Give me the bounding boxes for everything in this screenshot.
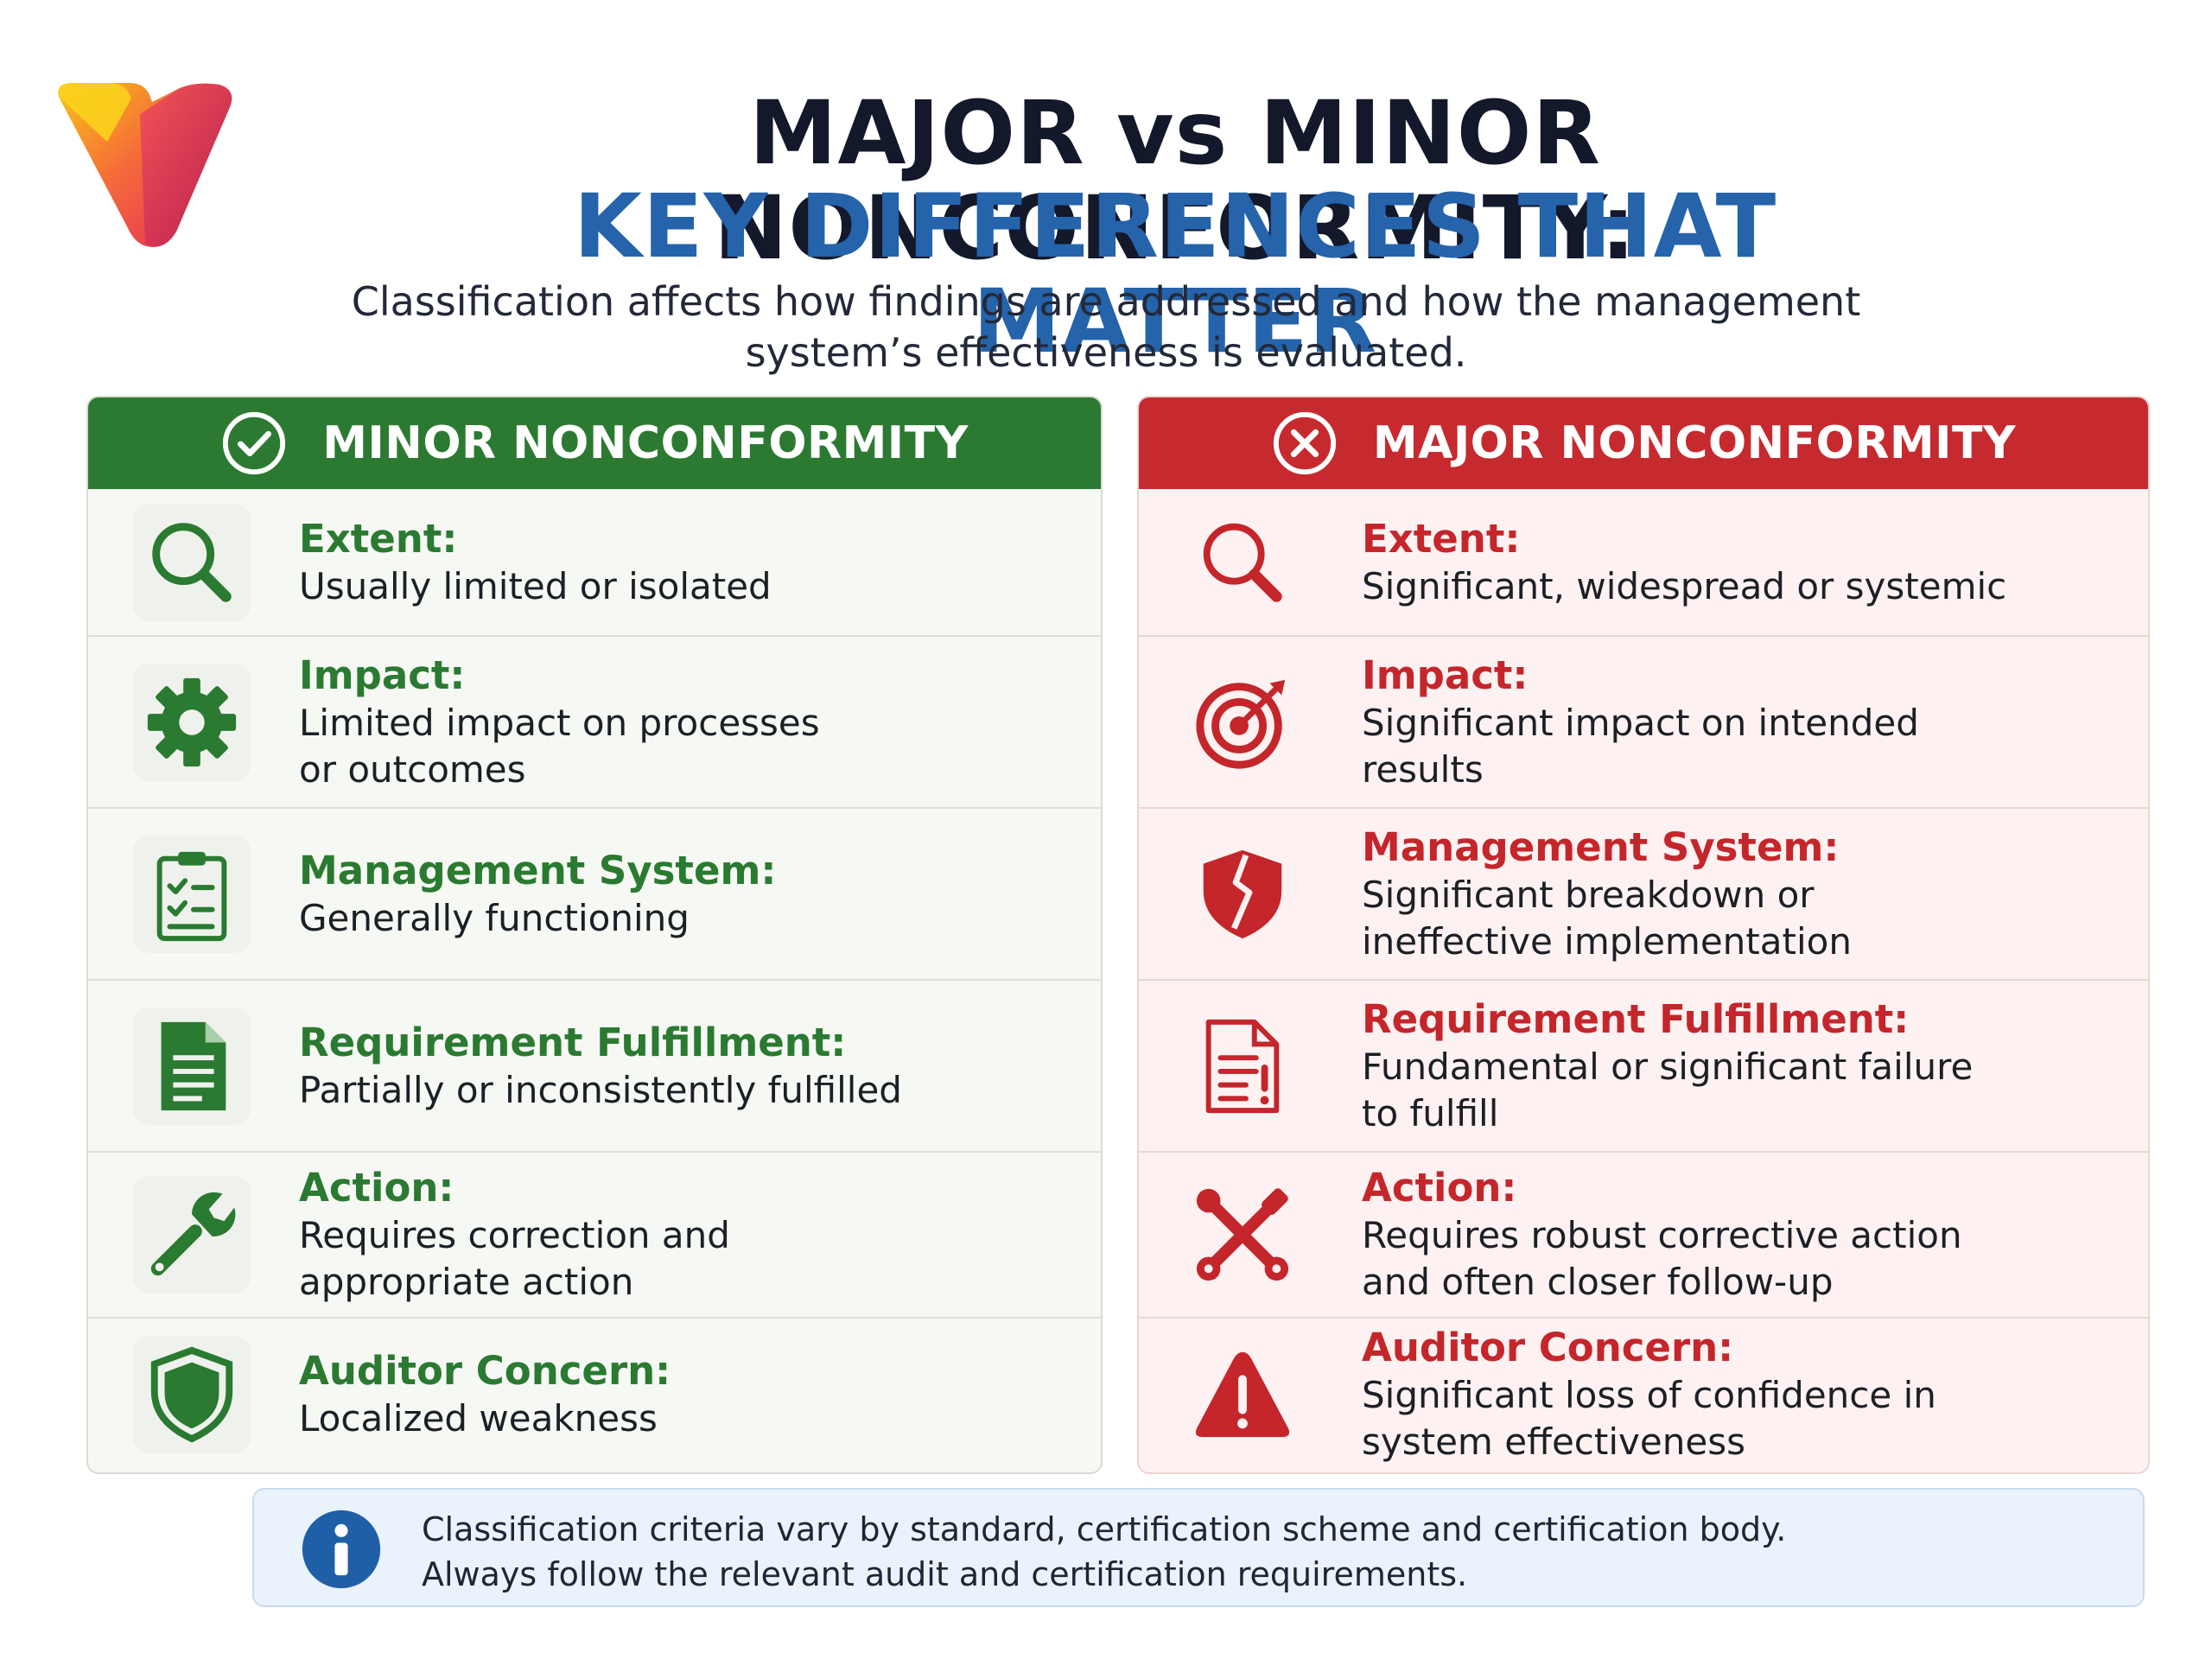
broken-shield-icon (1203, 849, 1282, 938)
row-label: Auditor Concern: (1362, 1325, 1734, 1371)
row-label: Action: (299, 1165, 454, 1211)
check-circle-icon (223, 411, 286, 475)
row-label: Action: (1362, 1165, 1517, 1211)
brand-logo (58, 83, 232, 247)
info-icon (302, 1510, 381, 1589)
row-label: Management System: (1362, 823, 1840, 870)
row-desc: Significant, widespread or systemic (1362, 564, 2007, 607)
minor-panel: MINOR NONCONFORMITY Extent: Usually limi… (86, 396, 1103, 1474)
minor-row-impact: Impact: Limited impact on processes or o… (88, 637, 1101, 809)
major-heading: MAJOR NONCONFORMITY (1372, 417, 2017, 469)
info-note: Classification criteria vary by standard… (252, 1488, 2145, 1607)
minor-row-auditor-concern: Auditor Concern: Localized weakness (88, 1319, 1101, 1471)
row-label: Requirement Fulfillment: (299, 1019, 847, 1065)
row-label: Auditor Concern: (299, 1348, 671, 1394)
major-row-extent: Extent: Significant, widespread or syste… (1139, 489, 2148, 637)
major-row-action: Action: Requires robust corrective actio… (1139, 1153, 2148, 1319)
wrench-icon (150, 1192, 236, 1276)
warning-triangle-icon (1195, 1351, 1290, 1438)
target-icon (1196, 679, 1286, 769)
row-desc: Significant impact on intended results (1362, 701, 1919, 791)
title-line-2: KEY DIFFERENCES THAT MATTER (573, 175, 1777, 374)
crossed-tools-icon (1196, 1188, 1289, 1281)
major-panel: MAJOR NONCONFORMITY Extent: Significant,… (1137, 396, 2150, 1474)
row-desc: Requires robust corrective action and of… (1362, 1214, 1962, 1304)
minor-row-requirement-fulfillment: Requirement Fulfillment: Partially or in… (88, 981, 1101, 1153)
minor-panel-header: MINOR NONCONFORMITY (88, 397, 1101, 489)
clipboard-checklist-icon (156, 851, 227, 941)
minor-row-action: Action: Requires correction and appropri… (88, 1153, 1101, 1319)
magnifier-icon (1203, 523, 1282, 602)
row-desc: Significant breakdown or ineffective imp… (1362, 873, 1852, 963)
row-desc: Localized weakness (299, 1397, 658, 1440)
title-line-1: MAJOR vs MINOR NONCONFORMITY: (713, 82, 1637, 281)
major-row-requirement-fulfillment: Requirement Fulfillment: Fundamental or … (1139, 981, 2148, 1153)
row-desc: Generally functioning (299, 896, 690, 939)
row-label: Extent: (299, 515, 458, 562)
row-label: Requirement Fulfillment: (1362, 995, 1910, 1042)
minor-heading: MINOR NONCONFORMITY (322, 417, 969, 469)
info-note-text: Classification criteria vary by standard… (422, 1510, 1787, 1594)
x-circle-icon (1273, 411, 1336, 475)
row-label: Impact: (1362, 652, 1529, 698)
row-desc: Significant loss of confidence in system… (1362, 1374, 1936, 1464)
document-icon (161, 1021, 226, 1110)
row-desc: Usually limited or isolated (299, 564, 772, 607)
shield-icon (150, 1346, 233, 1443)
major-panel-header: MAJOR NONCONFORMITY (1139, 397, 2148, 489)
minor-row-extent: Extent: Usually limited or isolated (88, 489, 1101, 637)
gear-icon (147, 677, 237, 766)
document-alert-icon (1205, 1019, 1280, 1113)
major-row-management-system: Management System: Significant breakdown… (1139, 809, 2148, 981)
major-row-auditor-concern: Auditor Concern: Significant loss of con… (1139, 1319, 2148, 1471)
row-desc: Limited impact on processes or outcomes (299, 701, 820, 791)
magnifier-icon (152, 522, 232, 602)
row-desc: Partially or inconsistently fulfilled (299, 1068, 902, 1111)
row-label: Impact: (299, 652, 466, 698)
row-desc: Requires correction and appropriate acti… (299, 1214, 730, 1304)
row-label: Management System: (299, 847, 777, 893)
subtitle: Classification affects how findings are … (351, 278, 1861, 376)
minor-row-management-system: Management System: Generally functioning (88, 809, 1101, 981)
row-desc: Fundamental or significant failure to fu… (1362, 1045, 1974, 1135)
row-label: Extent: (1362, 515, 1521, 562)
major-row-impact: Impact: Significant impact on intended r… (1139, 637, 2148, 809)
